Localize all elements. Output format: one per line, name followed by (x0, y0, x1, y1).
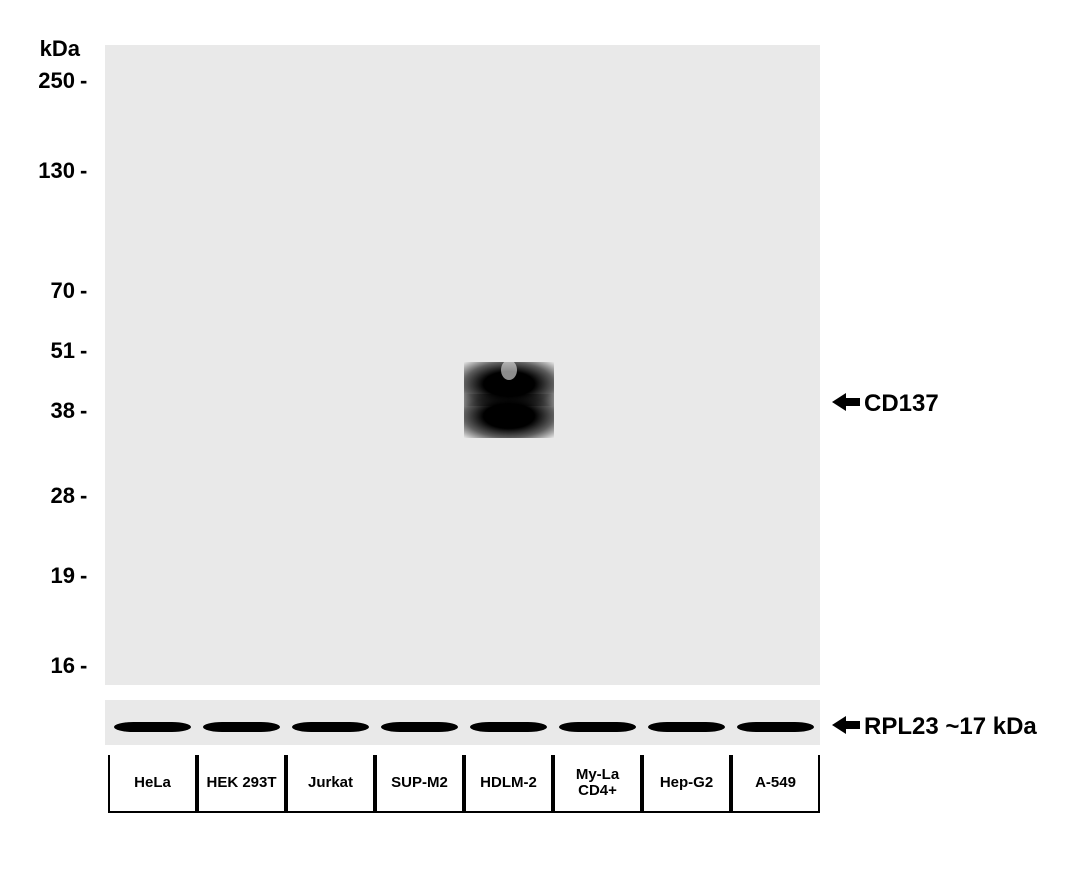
arrow-left-icon (832, 390, 860, 418)
control-band (203, 722, 280, 732)
ladder-mark: 51 (10, 338, 75, 364)
ladder-mark: 130 (10, 158, 75, 184)
control-band (559, 722, 636, 732)
ladder-mark: 250 (10, 68, 75, 94)
arrow-left-icon (832, 713, 860, 741)
lane-label-box: HeLa (108, 755, 197, 813)
ladder-mark: 70 (10, 278, 75, 304)
ladder-title: kDa (10, 36, 80, 62)
lane-label-box: My-La CD4+ (553, 755, 642, 813)
ladder-mark: 19 (10, 563, 75, 589)
control-band (114, 722, 191, 732)
band-arrow-text: CD137 (864, 390, 939, 418)
ladder-tick: - (80, 653, 87, 679)
band-arrow-text: RPL23 ~17 kDa (864, 713, 1037, 741)
control-band (648, 722, 725, 732)
ladder-mark: 28 (10, 483, 75, 509)
band-arrow-label: RPL23 ~17 kDa (832, 713, 1037, 741)
ladder-mark: 16 (10, 653, 75, 679)
ladder-tick: - (80, 398, 87, 424)
main-blot-area (105, 45, 820, 685)
control-band (737, 722, 814, 732)
lane-label-box: HDLM-2 (464, 755, 553, 813)
ladder-tick: - (80, 158, 87, 184)
ladder-tick: - (80, 483, 87, 509)
control-band (292, 722, 369, 732)
ladder-tick: - (80, 338, 87, 364)
ladder-tick: - (80, 563, 87, 589)
lane-label-box: A-549 (731, 755, 820, 813)
control-band (381, 722, 458, 732)
ladder-tick: - (80, 278, 87, 304)
control-band (470, 722, 547, 732)
lane-label-box: HEK 293T (197, 755, 286, 813)
lane-label-box: Hep-G2 (642, 755, 731, 813)
lane-label-box: SUP-M2 (375, 755, 464, 813)
ladder-tick: - (80, 68, 87, 94)
ladder-mark: 38 (10, 398, 75, 424)
band-arrow-label: CD137 (832, 390, 939, 418)
lane-label-box: Jurkat (286, 755, 375, 813)
